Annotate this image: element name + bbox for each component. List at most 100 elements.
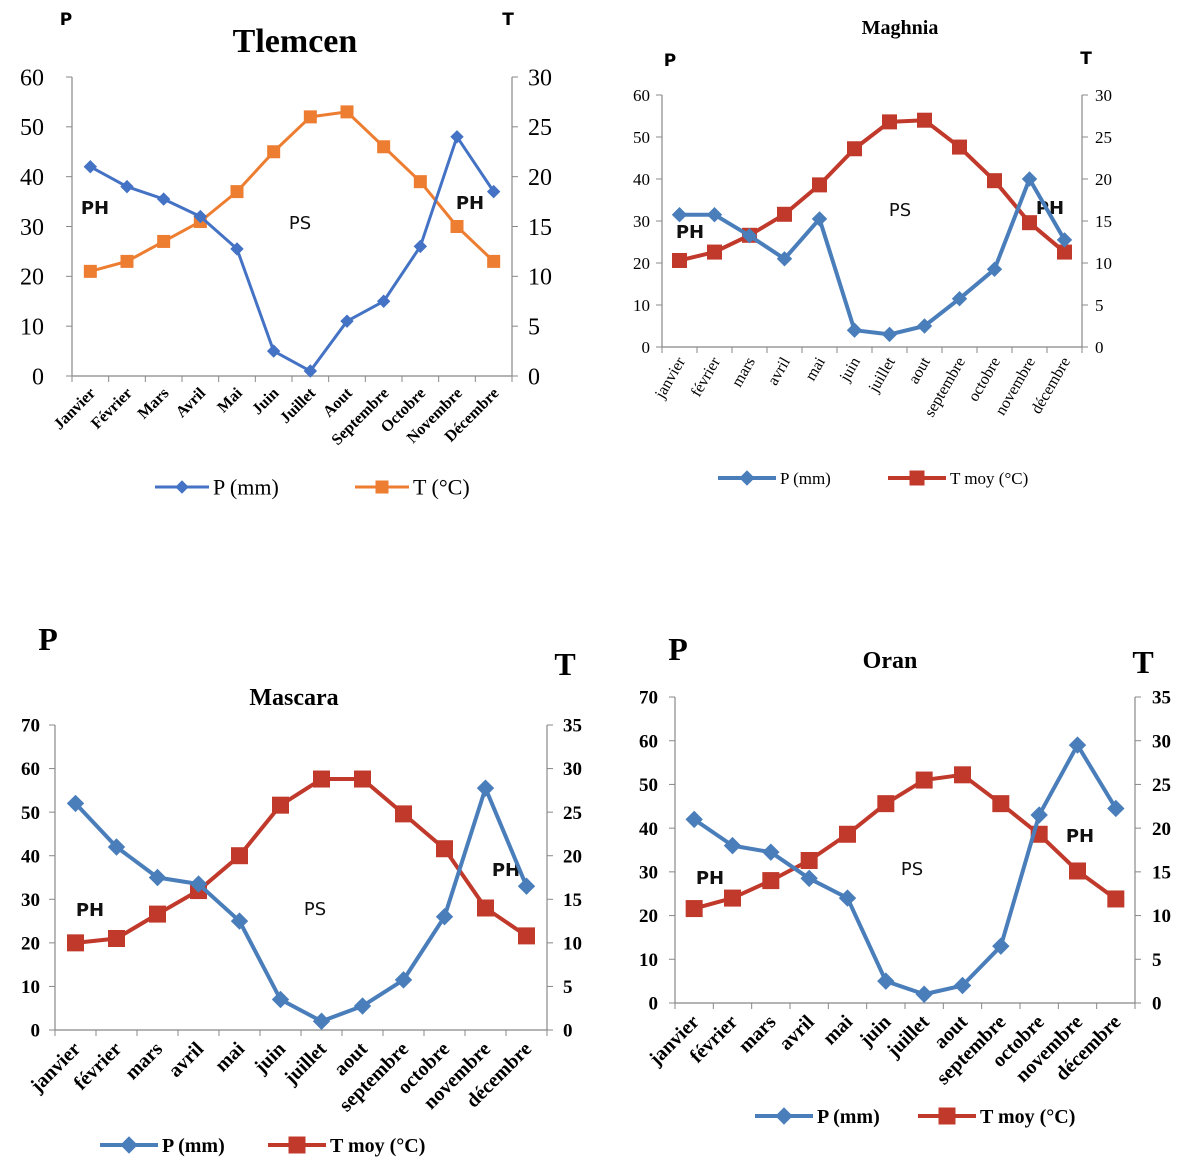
right-tick-label: 10 [1152,906,1171,927]
series-precipitation [66,779,536,1030]
legend-label: P (mm) [817,1106,880,1128]
category-label: octobre [965,355,1004,405]
temperature-point [267,145,281,159]
precipitation-point [992,937,1010,955]
precipitation-point [353,997,372,1015]
series-line [679,177,1067,337]
series-line [75,777,528,945]
precipitation-point [800,869,818,888]
left-tick-label: 20 [639,906,658,927]
temperature-point [762,872,780,890]
precipitation-point [951,290,968,307]
right-axis-title: T [1080,49,1092,69]
left-tick-label: 10 [20,315,44,341]
precipitation-point [486,184,501,199]
precipitation-point [838,889,857,907]
chart-oran: 01020304050607005101520253035janvierfévr… [639,631,1171,1128]
precipitation-point [435,908,454,926]
legend-swatch-marker [938,1107,956,1125]
series-line [74,786,529,1024]
category-label: Juillet [277,384,320,427]
temperature-point [303,110,317,124]
temperature-point [1022,215,1037,231]
precipitation-point [266,344,281,358]
legend-swatch-marker [375,480,389,494]
temperature-point [230,185,244,199]
right-tick-label: 20 [1095,170,1112,189]
right-tick-label: 20 [528,165,552,191]
temperature-point [231,847,248,865]
series-line [89,110,495,273]
series-temperature [685,766,1125,918]
right-axis-title: T [1132,644,1153,680]
category-label: mai [211,1038,250,1077]
category-label: juillet [865,354,899,396]
legend-label: P (mm) [213,475,279,500]
legend-swatch-marker [775,1107,793,1125]
temperature-point [800,851,818,869]
precipitation-point [881,326,898,343]
right-tick-label: 5 [1095,296,1104,315]
precipitation-point [846,322,863,338]
precipitation-point [303,364,318,378]
chart-mascara: 0 10 20 30 40 50 60 70 0 5 10 15 20 25 30 35 janvierfévr… [21,621,582,1157]
precipitation-point [741,227,758,244]
series-precipitation [685,736,1125,1003]
right-tick-label: 5 [1152,950,1162,971]
temperature-point [450,220,464,233]
humid-period-label: PH [456,193,484,214]
right-tick-label: 10 [1095,254,1112,273]
legend-item: P (mm) [100,1135,225,1157]
precipitation-point [953,976,972,995]
chart-tlemcen: 0102030405060051015202530JanvierFévrierM… [20,10,552,500]
legend-swatch-marker [288,1136,306,1154]
temperature-point [395,805,412,823]
category-label: Février [88,385,136,433]
precipitation-point [340,314,354,328]
left-axis-title: P [668,631,688,667]
category-label: juillet [882,1011,934,1063]
right-tick-label: 0 [563,1021,573,1042]
temperature-point [1069,862,1086,880]
left-axis-title: P [664,51,676,71]
humid-period-label: PH [676,222,704,243]
temperature-point [672,252,687,268]
right-tick-label: 15 [563,890,582,911]
category-label: janvier [652,354,690,402]
left-tick-label: 0 [32,364,44,390]
right-axis-title: T [502,10,514,30]
series-precipitation [671,171,1073,343]
legend-item: T moy (°C) [268,1135,425,1157]
left-tick-label: 50 [20,115,44,141]
temperature-point [313,770,330,788]
category-label: aout [905,354,934,387]
category-label: Mai [214,384,246,416]
category-label: février [70,1038,126,1094]
precipitation-point [1107,799,1125,818]
legend-label: P (mm) [780,469,831,488]
left-tick-label: 30 [21,890,40,911]
precipitation-point [450,130,464,144]
legend-item: P (mm) [718,469,831,488]
series-line [693,772,1118,911]
right-tick-label: 35 [1152,688,1171,709]
left-tick-label: 50 [21,803,40,824]
temperature-point [917,112,932,128]
category-label: avril [775,1011,819,1055]
legend-swatch-marker [120,1136,138,1154]
precipitation-point [476,779,495,797]
precipitation-point [762,843,780,861]
category-label: mars [734,1011,780,1057]
precipitation-point [776,251,793,267]
left-tick-label: 30 [20,215,44,241]
legend-swatch-marker [739,470,755,486]
temperature-point [413,175,427,189]
temperature-point [847,141,862,157]
legend-swatch-marker [175,480,189,494]
right-axis-title: T [554,646,575,682]
temperature-point [777,206,792,222]
precipitation-point [66,794,85,813]
precipitation-point [706,206,723,223]
left-tick-label: 0 [642,338,651,357]
temperature-point [436,840,453,858]
